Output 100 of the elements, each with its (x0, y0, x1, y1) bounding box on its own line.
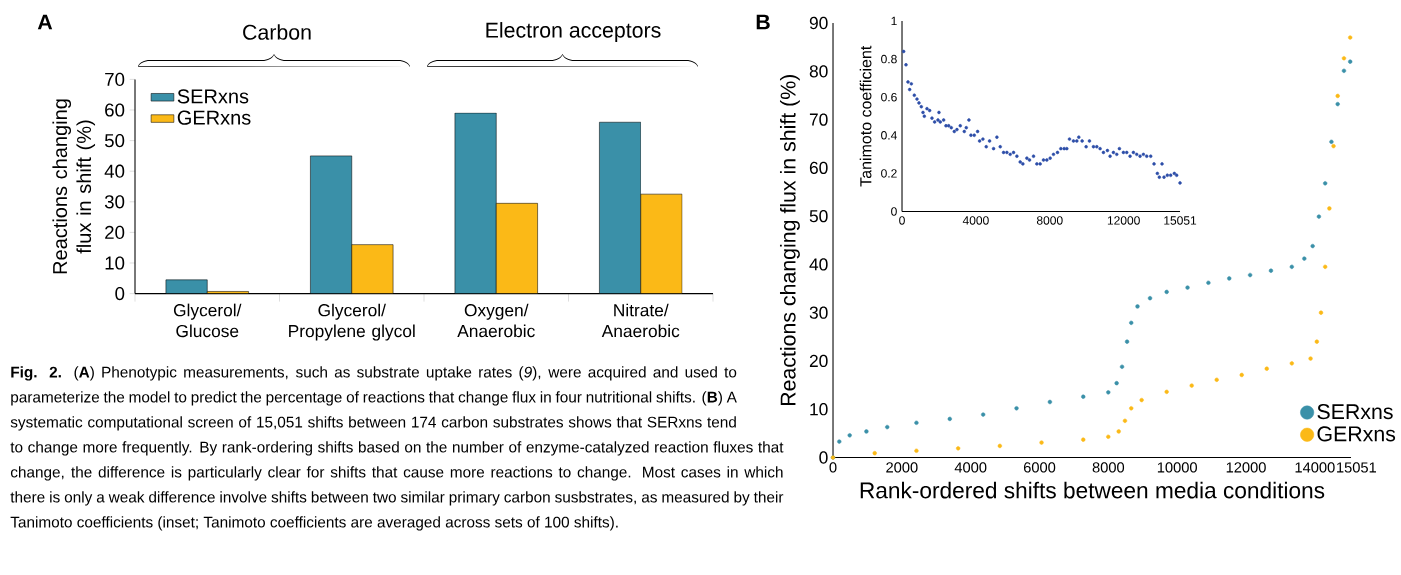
x-tick-label: 10000 (1157, 462, 1197, 473)
y-tick-label: 60 (105, 103, 125, 117)
point (1335, 101, 1340, 107)
bar (351, 244, 394, 294)
point (1124, 339, 1130, 344)
legend-label: GERxns (1317, 426, 1396, 442)
y-tick-label: 30 (104, 195, 125, 209)
point (1014, 406, 1019, 411)
point (1081, 437, 1086, 442)
y-tick-label: 20 (809, 354, 828, 368)
point (914, 420, 919, 425)
point (1302, 256, 1307, 261)
point (1119, 364, 1125, 369)
y-tick-label: 60 (809, 161, 828, 174)
x-tick-label: 4000 (962, 216, 989, 225)
y-tick-label: 30 (809, 306, 828, 319)
x-tick-label: 4000 (954, 462, 987, 473)
y-tick-label: 50 (104, 133, 125, 148)
y-tick-label: 0 (115, 286, 125, 301)
point (1289, 264, 1294, 269)
point (1314, 339, 1319, 344)
point (1323, 181, 1328, 186)
point (1308, 356, 1313, 361)
point (1341, 56, 1347, 61)
y-axis-title: Tanimoto coefficient (859, 45, 872, 187)
point (1268, 268, 1274, 273)
point (1189, 383, 1194, 388)
point (1129, 320, 1134, 325)
x-tick-label: 15051 (1337, 462, 1377, 473)
point (1318, 310, 1324, 315)
x-tick-label: 14000 (1295, 462, 1335, 473)
point (947, 416, 952, 422)
x-tick-label: 15051 (1164, 216, 1197, 225)
x-tick-label: Glycerol/ Glucose (173, 303, 242, 338)
legend-label: SERxns (177, 89, 249, 104)
point (981, 412, 986, 417)
point (1331, 143, 1336, 149)
point (1106, 434, 1111, 439)
point (1206, 280, 1211, 285)
y-tick-label: 90 (809, 16, 828, 30)
y-tick-label: 0.2 (881, 169, 897, 178)
point (885, 424, 890, 430)
x-tick-label: Nitrate/ Anaerobic (601, 303, 680, 338)
point (1239, 372, 1244, 378)
point (1348, 59, 1353, 64)
point (1335, 93, 1340, 99)
point (837, 439, 842, 444)
y-tick-label: 40 (104, 164, 125, 178)
point (956, 446, 961, 451)
point (997, 443, 1002, 449)
y-tick-label: 10 (105, 256, 125, 270)
x-tick-label: Glycerol/ Propylene glycol (289, 303, 415, 341)
x-axis-title: Rank-ordered shifts between media conditions (860, 481, 1325, 499)
point (1164, 389, 1169, 394)
point (1106, 390, 1111, 395)
y-tick-label: 0.4 (881, 131, 897, 140)
point (1264, 366, 1269, 371)
point (1341, 68, 1347, 73)
point (1129, 406, 1134, 411)
point (1116, 429, 1121, 434)
x-tick-label: Oxygen/ Anaerobic (457, 303, 535, 338)
point (1316, 214, 1322, 219)
point (914, 448, 919, 453)
point (1164, 289, 1169, 295)
legend-label: SERxns (1317, 404, 1393, 420)
point (1323, 264, 1328, 269)
point (1214, 377, 1219, 382)
point (1329, 139, 1334, 144)
x-tick-label: 12000 (1226, 462, 1266, 473)
y-tick-label: 40 (809, 258, 828, 271)
point (1185, 285, 1190, 290)
point (1114, 381, 1119, 386)
y-tick-label: 80 (809, 65, 828, 78)
point (1310, 243, 1315, 249)
text: A (37, 14, 53, 30)
x-tick-label: 0 (829, 462, 837, 473)
text: Carbon (243, 24, 311, 40)
y-tick-label: 70 (105, 72, 125, 87)
y-tick-label: 0 (819, 451, 828, 464)
y-tick-label: 0.8 (881, 54, 897, 64)
point (1327, 206, 1332, 211)
point (1081, 394, 1086, 399)
bar (640, 193, 683, 294)
x-tick-label: 6000 (1023, 462, 1056, 473)
y-tick-label: 0.6 (881, 92, 897, 102)
point (1147, 296, 1153, 301)
point (1047, 399, 1053, 405)
bar (495, 203, 538, 294)
x-tick-label: 12000 (1107, 216, 1140, 225)
point (1139, 397, 1144, 403)
y-tick-label: 0 (891, 207, 897, 216)
y-tick-label: 1 (891, 16, 897, 26)
point (872, 451, 877, 456)
point (1135, 304, 1140, 309)
y-tick-label: 20 (105, 225, 125, 240)
y-tick-label: 10 (810, 403, 828, 416)
point (864, 429, 869, 434)
point (1289, 361, 1294, 366)
x-tick-label: 0 (899, 216, 905, 225)
y-tick-label: 50 (809, 209, 828, 223)
